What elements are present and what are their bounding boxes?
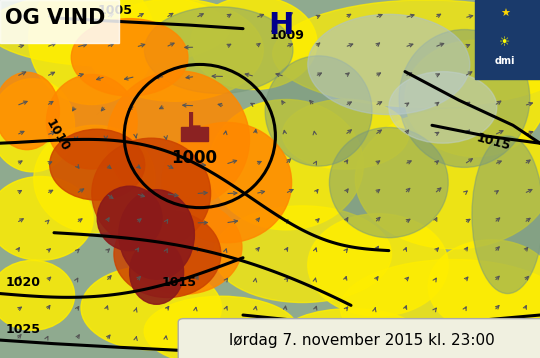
Ellipse shape (119, 190, 194, 279)
Ellipse shape (329, 127, 448, 238)
Ellipse shape (428, 240, 540, 333)
Ellipse shape (81, 266, 221, 350)
Ellipse shape (34, 125, 156, 233)
Text: lørdag 7. november 2015 kl. 23:00: lørdag 7. november 2015 kl. 23:00 (229, 333, 495, 348)
Ellipse shape (144, 296, 299, 358)
Ellipse shape (273, 0, 540, 107)
Ellipse shape (97, 186, 162, 251)
Ellipse shape (472, 136, 540, 294)
Ellipse shape (308, 214, 448, 316)
Ellipse shape (0, 0, 230, 66)
Ellipse shape (125, 200, 242, 294)
Ellipse shape (29, 0, 155, 105)
Text: ☀: ☀ (500, 37, 510, 49)
Text: 1010: 1010 (475, 47, 508, 82)
Ellipse shape (0, 72, 59, 150)
Ellipse shape (0, 176, 93, 260)
Ellipse shape (281, 309, 421, 358)
Text: ★: ★ (500, 9, 510, 19)
Ellipse shape (92, 138, 211, 248)
Text: 1020: 1020 (5, 276, 40, 289)
Text: 1000: 1000 (171, 149, 218, 166)
Ellipse shape (340, 260, 540, 356)
Ellipse shape (0, 261, 75, 330)
Bar (475, 0, 540, 79)
Ellipse shape (191, 0, 317, 90)
Text: 1015: 1015 (162, 276, 197, 289)
Ellipse shape (389, 72, 497, 143)
Ellipse shape (46, 74, 137, 169)
Ellipse shape (162, 122, 292, 243)
Bar (0, 0, 119, 43)
Ellipse shape (145, 7, 293, 93)
Ellipse shape (399, 29, 530, 167)
Ellipse shape (130, 240, 184, 304)
Bar (181, 127, 208, 141)
Ellipse shape (282, 100, 409, 169)
Ellipse shape (209, 100, 363, 230)
Ellipse shape (107, 71, 249, 208)
Text: L: L (187, 112, 201, 132)
Text: 1025: 1025 (5, 323, 40, 336)
Ellipse shape (265, 56, 372, 166)
Text: 1010: 1010 (43, 117, 72, 153)
Ellipse shape (71, 19, 188, 96)
Text: dmi: dmi (495, 56, 515, 66)
Ellipse shape (87, 0, 264, 101)
Text: 1020: 1020 (335, 323, 370, 336)
Text: 1015: 1015 (475, 132, 512, 153)
Ellipse shape (114, 211, 221, 297)
Text: 1009: 1009 (270, 29, 305, 42)
Ellipse shape (308, 14, 470, 115)
Ellipse shape (355, 109, 540, 249)
Text: H: H (268, 10, 293, 40)
Ellipse shape (0, 79, 75, 172)
Ellipse shape (213, 206, 392, 303)
Text: OG VIND: OG VIND (5, 8, 106, 28)
FancyBboxPatch shape (178, 319, 540, 358)
Ellipse shape (50, 129, 145, 200)
Text: 1005: 1005 (97, 4, 132, 17)
Ellipse shape (405, 40, 540, 157)
